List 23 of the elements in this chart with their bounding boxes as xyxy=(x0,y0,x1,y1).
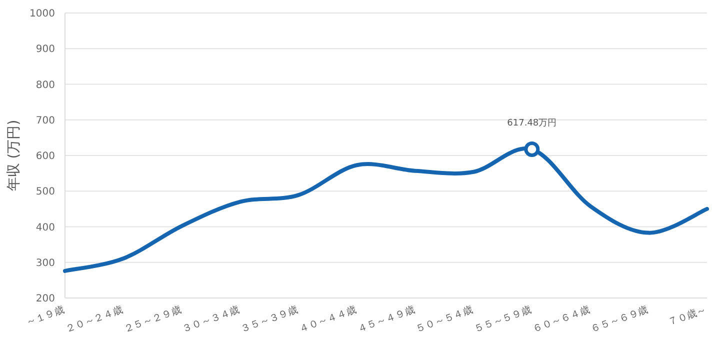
y-tick-label: 500 xyxy=(36,186,55,198)
x-tick-label: ～１９歳 xyxy=(24,304,66,328)
x-tick-label: ４０～４４歳 xyxy=(297,304,358,336)
y-tick-label: 300 xyxy=(36,258,55,269)
y-tick-label: 200 xyxy=(36,294,55,304)
x-tick-label: ７０歳～ xyxy=(666,304,708,328)
x-tick-label: ３５～３９歳 xyxy=(238,304,300,336)
y-tick-label: 1000 xyxy=(30,8,55,20)
x-tick-label: ５０～５４歳 xyxy=(414,304,475,336)
y-axis-title: 年収 (万円) xyxy=(6,120,22,192)
x-tick-label: ４５～４９歳 xyxy=(356,304,416,336)
annotation: 617.48万円 xyxy=(507,118,557,128)
x-tick-label: ６０～６４歳 xyxy=(530,304,592,336)
x-tick-label: ３０～３４歳 xyxy=(180,304,242,336)
y-tick-label: 700 xyxy=(36,115,55,126)
x-tick-label: ６５～６９歳 xyxy=(589,304,650,336)
x-tick-label: ５５～５９歳 xyxy=(472,304,533,336)
y-tick-label: 400 xyxy=(36,222,55,234)
x-tick-label: ２５～２９歳 xyxy=(122,304,183,336)
x-tick-label: ２０～２４歳 xyxy=(64,304,124,336)
y-tick-label: 900 xyxy=(36,44,55,56)
y-tick-label: 600 xyxy=(36,151,55,162)
y-tick-label: 800 xyxy=(36,80,55,91)
